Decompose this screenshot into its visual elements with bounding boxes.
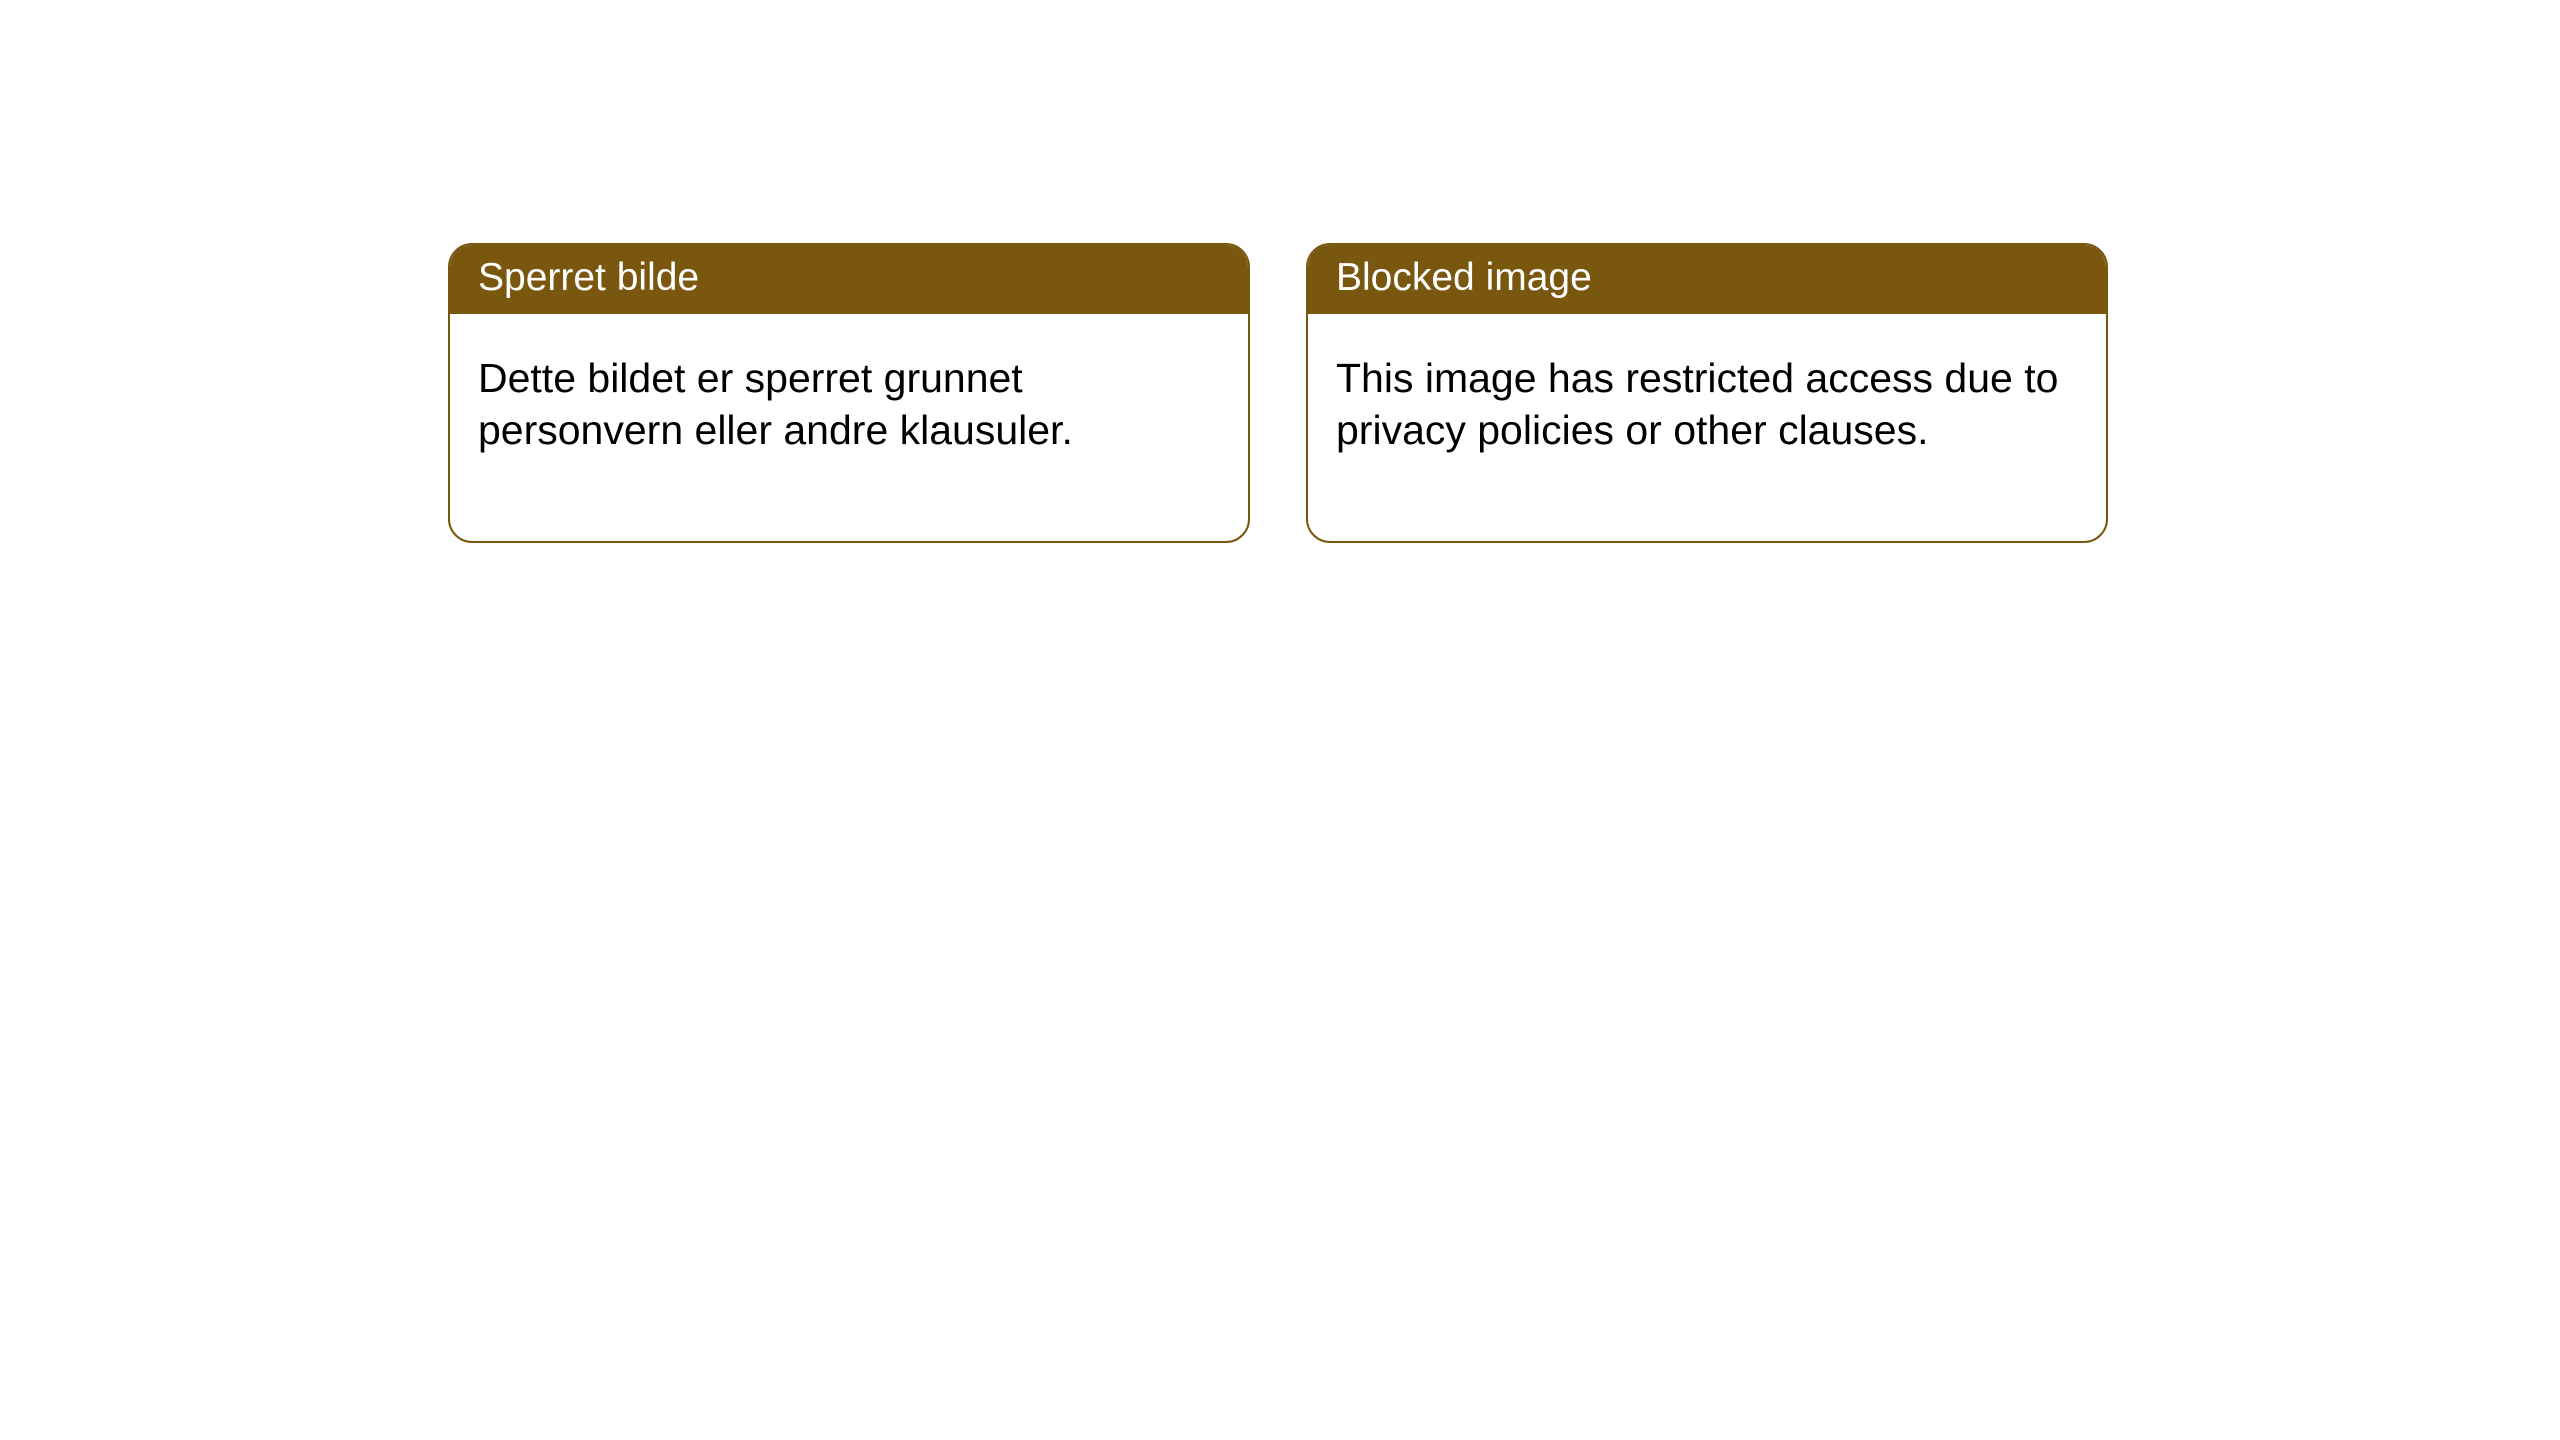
blocked-image-card-en: Blocked image This image has restricted … [1306, 243, 2108, 543]
blocked-image-card-no: Sperret bilde Dette bildet er sperret gr… [448, 243, 1250, 543]
card-message: Dette bildet er sperret grunnet personve… [450, 314, 1248, 541]
card-message: This image has restricted access due to … [1308, 314, 2106, 541]
card-title: Sperret bilde [450, 245, 1248, 314]
card-title: Blocked image [1308, 245, 2106, 314]
notice-card-row: Sperret bilde Dette bildet er sperret gr… [0, 0, 2560, 543]
